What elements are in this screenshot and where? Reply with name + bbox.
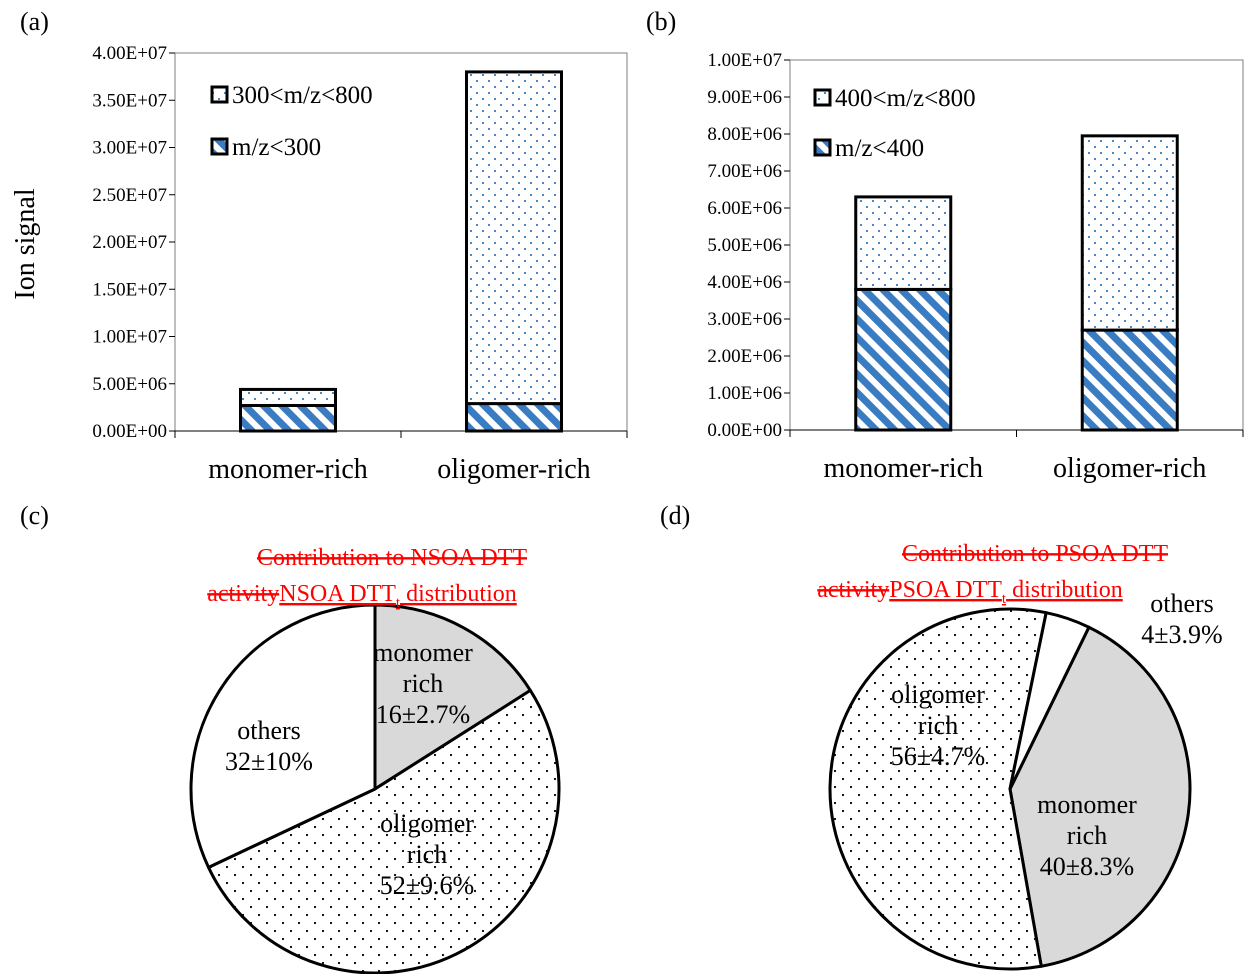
- pie-title-d-sub: t: [1002, 591, 1007, 607]
- y-tick-label: 1.00E+07: [92, 327, 167, 348]
- legend-label: 300<m/z<800: [232, 82, 373, 109]
- pie-title-c-sub: t: [396, 595, 401, 611]
- panel-label-a: (a): [20, 7, 49, 36]
- y-tick-label: 3.50E+07: [92, 90, 167, 111]
- pie-title-c-main: NSOA DTT: [279, 581, 396, 607]
- panel-label-c: (c): [20, 501, 49, 530]
- bar-segment: [854, 287, 953, 432]
- y-tick-label: 1.50E+07: [92, 279, 167, 300]
- y-tick-label: 1.00E+06: [707, 383, 782, 404]
- y-tick-label: 1.00E+07: [707, 50, 782, 71]
- y-tick-label: 5.00E+06: [92, 374, 167, 395]
- pie-slice: [373, 603, 532, 791]
- bar-segment: [1080, 134, 1179, 332]
- pie-slice: [1008, 611, 1091, 791]
- x-category-label: oligomer-rich: [437, 454, 590, 485]
- pie-slice: [189, 603, 377, 869]
- pie-slice: [207, 688, 561, 974]
- pie-title-d-line-2: activityPSOA DTTt distribution: [817, 577, 1123, 607]
- pie-slice: [1008, 625, 1192, 968]
- y-tick-label: 0.00E+00: [92, 421, 167, 442]
- y-tick-label: 0.00E+00: [707, 420, 782, 441]
- pie-title-c-struck-1: Contribution to NSOA DTT: [257, 545, 527, 571]
- y-tick-label: 3.00E+06: [707, 309, 782, 330]
- y-tick-label: 7.00E+06: [707, 161, 782, 182]
- pie-slice-label: monomer rich 40±8.3%: [1037, 790, 1137, 881]
- panel-label-d: (d): [660, 501, 690, 530]
- y-tick-label: 8.00E+06: [707, 124, 782, 145]
- y-tick-label: 5.00E+06: [707, 235, 782, 256]
- pie-title-c-line-2: activityNSOA DTTt distribution: [207, 581, 517, 611]
- pie-slice: [828, 607, 1048, 971]
- pie-title-d-tail: distribution: [1006, 577, 1123, 603]
- pie-slice-label: others 4±3.9%: [1141, 589, 1222, 649]
- pie-chart-c: monomer rich 16±2.7% oligomer rich 52±9.6% oth…: [189, 603, 561, 974]
- pie-title-c-tail: distribution: [400, 581, 517, 607]
- legend-swatch: [210, 85, 229, 104]
- y-tick-label: 2.50E+07: [92, 185, 167, 206]
- y-tick-label: 4.00E+06: [707, 272, 782, 293]
- pie-title-d-struck-2: activity: [817, 577, 889, 603]
- bar-segment: [465, 402, 563, 433]
- y-tick-label: 4.00E+07: [92, 43, 167, 64]
- y-axis-title: Ion signal: [10, 188, 41, 299]
- y-tick-label: 3.00E+07: [92, 138, 167, 159]
- x-category-label: monomer-rich: [208, 454, 368, 485]
- pie-title-d-struck-1: Contribution to PSOA DTT: [902, 541, 1168, 567]
- pie-chart-d: monomer rich 40±8.3% oligomer rich 56±4.7% oth…: [828, 589, 1223, 971]
- legend-swatch: [813, 138, 832, 157]
- bar-segment: [239, 403, 337, 433]
- legend-swatch: [210, 137, 229, 156]
- pie-slice-label: others 32±10%: [225, 716, 313, 776]
- pie-title-d-main: PSOA DTT: [889, 577, 1002, 603]
- bar-chart-a: 0.00E+00 5.00E+06 1.00E+07 1.50E+07 2.00E+07…: [92, 43, 628, 485]
- legend-swatch: [813, 88, 832, 107]
- pie-slice-label: oligomer rich 56±4.7%: [891, 680, 985, 771]
- x-category-label: monomer-rich: [823, 453, 983, 484]
- bar-segment: [854, 195, 953, 291]
- legend-label: 400<m/z<800: [835, 85, 976, 112]
- pie-title-c: Contribution to NSOA DTT activityNSOA DT…: [207, 545, 527, 611]
- panel-label-b: (b): [646, 7, 676, 36]
- x-category-label: oligomer-rich: [1053, 453, 1206, 484]
- y-tick-label: 2.00E+06: [707, 346, 782, 367]
- legend-label: m/z<400: [835, 135, 924, 162]
- bar-segment: [239, 387, 337, 407]
- bar-chart-b: 0.00E+00 1.00E+06 2.00E+06 3.00E+06 4.00E+06…: [707, 50, 1244, 484]
- bar-segment: [465, 70, 563, 406]
- bar-segment: [1080, 328, 1179, 432]
- y-tick-label: 2.00E+07: [92, 232, 167, 253]
- pie-title-d: Contribution to PSOA DTT activityPSOA DT…: [817, 541, 1168, 607]
- pie-slice-label: oligomer rich 52±9.6%: [380, 809, 474, 900]
- y-tick-label: 9.00E+06: [707, 87, 782, 108]
- pie-slice-label: monomer rich 16±2.7%: [373, 638, 473, 729]
- pie-title-c-struck-2: activity: [207, 581, 279, 607]
- legend-label: m/z<300: [232, 134, 321, 161]
- y-tick-label: 6.00E+06: [707, 198, 782, 219]
